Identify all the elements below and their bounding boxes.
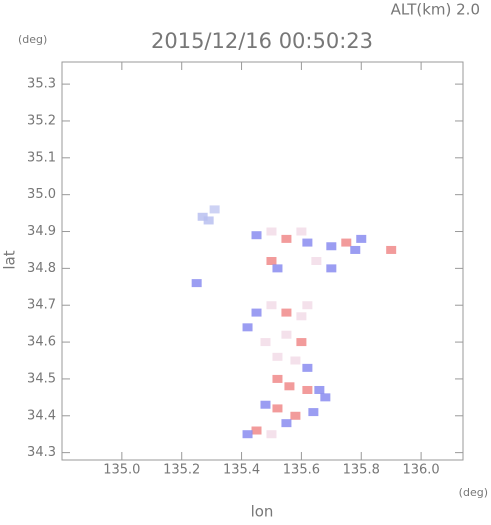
y-tick-label: 34.6 [27,335,56,350]
echo-cell [197,212,208,221]
x-unit: (deg) [459,486,488,499]
echo-cell [296,312,307,321]
echo-cell [191,279,202,288]
x-tick-label: 135.8 [343,463,380,478]
echo-cell [314,385,325,394]
echo-cell [302,385,313,394]
echo-cell [284,382,295,391]
x-tick-label: 136.0 [402,463,439,478]
echo-cell [242,323,253,332]
y-tick-label: 35.3 [27,77,56,92]
echo-cell [209,205,220,214]
echo-cell [308,408,319,417]
echo-cell [302,238,313,247]
echo-cell [272,352,283,361]
echo-cell [266,430,277,439]
x-tick-label: 135.6 [283,463,320,478]
echo-cell [203,216,214,225]
echo-cell [272,374,283,383]
echo-cell [341,238,352,247]
y-unit: (deg) [18,33,47,46]
y-tick-label: 35.0 [27,187,56,202]
echo-cell [296,338,307,347]
echo-cell [272,404,283,413]
echo-cell [302,363,313,372]
echo-cell [320,393,331,402]
x-tick-label: 135.4 [223,463,260,478]
echo-cell [266,227,277,236]
echo-cell [272,264,283,273]
echo-cell [251,231,262,240]
echo-cell [251,426,262,435]
echo-cell [281,308,292,317]
echo-cell [311,257,322,265]
echo-cell [266,257,277,265]
y-tick-label: 35.1 [27,150,56,165]
echo-cell [356,234,367,243]
echo-cell [302,301,313,310]
echo-cell [326,264,337,273]
x-tick-label: 135.2 [163,463,200,478]
echo-cell [326,242,337,251]
chart-title: 2015/12/16 00:50:23 [151,29,373,53]
echo-cell [290,411,301,420]
y-tick-label: 34.3 [27,445,56,460]
y-tick-label: 34.5 [27,371,56,386]
echo-cell [260,400,271,409]
y-tick-label: 34.9 [27,224,56,239]
echo-cell [251,308,262,317]
plot-frame [61,61,464,461]
x-axis-label: lon [251,503,274,521]
echo-cell [296,227,307,236]
echo-cell [290,356,301,365]
y-axis-label: lat [1,250,19,269]
y-tick-label: 34.8 [27,261,56,276]
altitude-annotation: ALT(km) 2.0 [391,1,480,19]
echo-cell [350,245,361,254]
echo-cell [386,245,397,254]
y-tick-label: 35.2 [27,113,56,128]
y-tick-label: 34.4 [27,408,56,423]
echo-cell [281,234,292,243]
echo-cell [281,330,292,339]
x-tick-label: 135.0 [103,463,140,478]
y-tick-label: 34.7 [27,298,56,313]
echo-cell [242,430,253,439]
echo-cell [266,301,277,310]
echo-cell [281,419,292,428]
echo-cell [260,338,271,347]
